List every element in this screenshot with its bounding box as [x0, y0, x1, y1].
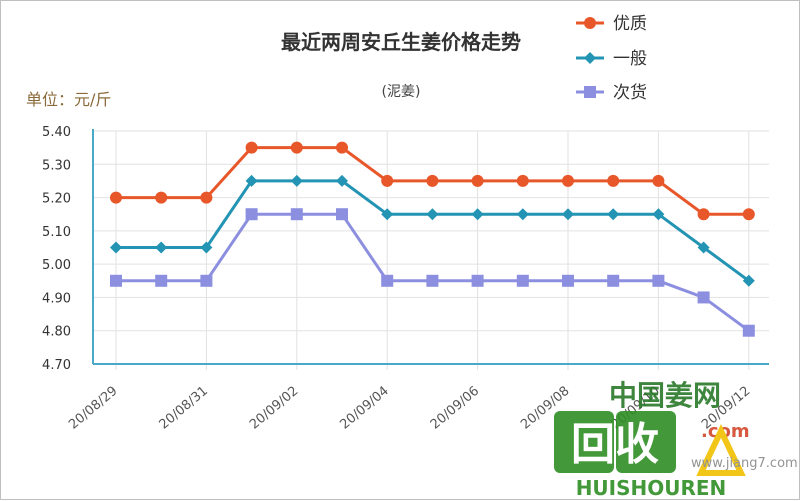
watermark: 中国姜网 .com 回收 HUISHOUREN www.jiang7.com — [554, 379, 798, 500]
data-point — [742, 208, 755, 221]
unit-label: 单位：元/斤 — [26, 90, 111, 109]
data-point — [742, 274, 755, 287]
chart-subtitle: (泥姜) — [382, 84, 421, 100]
data-point — [336, 208, 348, 221]
legend-marker — [584, 17, 596, 29]
data-point — [516, 208, 529, 221]
data-point — [200, 241, 213, 254]
data-point — [290, 174, 303, 187]
data-point — [697, 291, 710, 304]
data-point — [110, 241, 122, 254]
data-point — [652, 174, 665, 187]
data-point — [652, 208, 665, 221]
y-tick-label: 5.40 — [42, 125, 71, 140]
x-tick-label: 20/09/06 — [428, 384, 482, 433]
data-point — [652, 274, 665, 287]
x-tick-label: 20/08/29 — [66, 384, 120, 433]
y-tick-label: 5.10 — [42, 225, 71, 240]
series-3 — [110, 208, 755, 337]
legend-label: 优质 — [613, 14, 647, 34]
data-point — [110, 274, 122, 287]
data-point — [697, 208, 710, 221]
y-tick-label: 4.80 — [42, 325, 71, 340]
y-tick-label: 5.00 — [42, 258, 71, 273]
data-point — [245, 208, 258, 221]
legend-marker — [584, 52, 596, 64]
chart-series — [110, 141, 755, 337]
data-point — [562, 208, 574, 221]
data-point — [471, 174, 484, 187]
data-point — [155, 274, 168, 287]
chart-axes — [92, 129, 769, 365]
data-point — [336, 141, 348, 154]
data-point — [562, 174, 574, 187]
watermark-triangle-icon — [696, 424, 746, 476]
y-tick-label: 5.20 — [42, 192, 71, 207]
data-point — [607, 208, 620, 221]
data-point — [290, 208, 303, 221]
chart-grid — [93, 130, 769, 370]
data-point — [200, 274, 213, 287]
x-tick-label: 20/09/04 — [337, 384, 391, 433]
watermark-domain: .com — [701, 421, 750, 442]
y-tick-label: 4.70 — [42, 358, 71, 373]
data-point — [426, 174, 439, 187]
watermark-logo-box-right — [616, 411, 676, 473]
x-tick-label: 20/08/31 — [157, 384, 211, 433]
series-2 — [110, 174, 755, 287]
data-point — [245, 141, 258, 154]
series-line — [116, 212, 750, 332]
y-axis-ticks: 5.40 5.30 5.20 5.10 5.00 4.90 4.80 4.70 — [42, 125, 71, 373]
data-point — [742, 324, 755, 337]
data-point — [336, 174, 348, 187]
watermark-logo-subtext: HUISHOUREN — [576, 476, 727, 500]
data-point — [607, 274, 620, 287]
series-1 — [110, 141, 755, 221]
watermark-logo-box-left — [554, 411, 614, 473]
data-point — [381, 208, 394, 221]
watermark-site-name: 中国姜网 — [609, 379, 721, 412]
data-point — [381, 174, 394, 187]
data-point — [110, 191, 122, 204]
watermark-url: www.jiang7.com — [691, 456, 798, 471]
data-point — [471, 274, 484, 287]
data-point — [155, 241, 168, 254]
legend-marker — [584, 86, 596, 98]
data-point — [471, 208, 484, 221]
data-point — [155, 191, 168, 204]
data-point — [245, 174, 258, 187]
data-point — [516, 174, 529, 187]
legend-label: 一般 — [613, 49, 647, 69]
data-point — [381, 274, 394, 287]
watermark-logo-text: 回收 — [571, 419, 659, 470]
legend-label: 次货 — [613, 83, 647, 103]
data-point — [290, 141, 303, 154]
chart-title: 最近两周安丘生姜价格走势 — [281, 30, 521, 54]
data-point — [200, 191, 213, 204]
data-point — [516, 274, 529, 287]
data-point — [697, 241, 710, 254]
y-tick-label: 4.90 — [42, 291, 71, 306]
x-tick-label: 20/09/02 — [247, 384, 301, 433]
data-point — [562, 274, 574, 287]
data-point — [426, 274, 439, 287]
data-point — [426, 208, 439, 221]
y-tick-label: 5.30 — [42, 158, 71, 173]
data-point — [607, 174, 620, 187]
